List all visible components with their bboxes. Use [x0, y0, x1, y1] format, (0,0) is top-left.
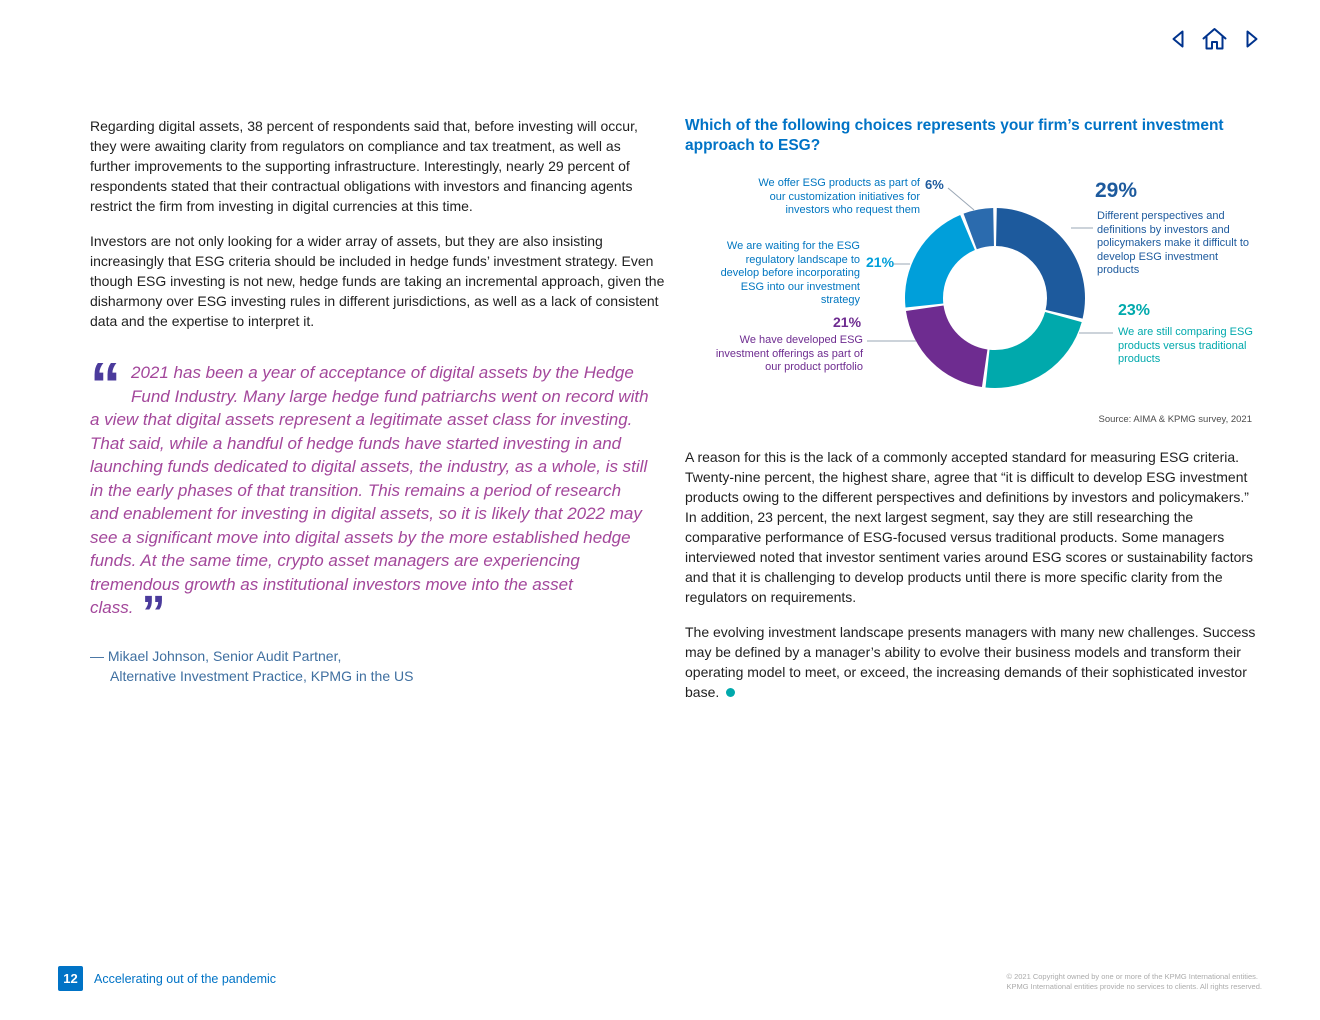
attribution-name: — Mikael Johnson, Senior Audit Partner, — [90, 647, 342, 664]
chart-value-21pct-waiting: 21% — [866, 254, 895, 270]
connector-lines — [867, 187, 1113, 342]
back-button[interactable] — [1165, 28, 1192, 54]
chart-value-23pct: 23% — [1118, 302, 1151, 319]
chart-label-still-comparing: We are still comparing ESG products vers… — [1118, 326, 1253, 365]
chart-label-offer-esg-products: We offer ESG products as part of our cus… — [758, 177, 920, 216]
closing-paragraph-text: The evolving investment landscape presen… — [685, 624, 1256, 700]
donut-slice — [963, 208, 994, 250]
page-number-badge: 12 — [58, 966, 83, 991]
home-button[interactable] — [1201, 26, 1228, 57]
body-paragraph-evolving-landscape: The evolving investment landscape presen… — [685, 622, 1263, 702]
right-body-text: A reason for this is the lack of a commo… — [685, 447, 1263, 702]
pull-quote: 2021 has been a year of acceptance of di… — [90, 361, 650, 640]
back-arrow-icon — [1167, 27, 1191, 56]
copyright-line1: © 2021 Copyright owned by one or more of… — [1006, 972, 1258, 981]
end-marker-dot-icon — [726, 688, 736, 697]
home-icon — [1201, 26, 1228, 57]
body-paragraph-esg-intro: Investors are not only looking for a wid… — [90, 233, 665, 329]
chart-label-waiting-regulatory: We are waiting for the ESG regulatory la… — [720, 240, 860, 306]
chart-value-29pct: 29% — [1095, 179, 1138, 202]
forward-arrow-icon — [1239, 27, 1263, 56]
left-column: Regarding digital assets, 38 percent of … — [90, 116, 665, 686]
donut-slice — [996, 208, 1085, 319]
chart-title: Which of the following choices represent… — [685, 117, 1224, 154]
right-column: Which of the following choices represent… — [685, 116, 1263, 717]
quote-attribution: — Mikael Johnson, Senior Audit Partner, … — [90, 646, 665, 686]
chart-source: Source: AIMA & KPMG survey, 2021 — [1098, 414, 1252, 425]
chart-label-different-perspectives: Different perspectives and definitions b… — [1097, 210, 1250, 276]
forward-button[interactable] — [1237, 28, 1264, 54]
chart-label-developed-offerings: We have developed ESG investment offerin… — [715, 334, 863, 373]
chart-value-21pct-developed: 21% — [833, 314, 862, 330]
page-navigation — [1165, 26, 1264, 57]
donut-slice — [905, 305, 988, 388]
open-quote-icon — [90, 367, 121, 405]
body-paragraph-digital-assets: Regarding digital assets, 38 percent of … — [90, 118, 638, 214]
donut-chart-svg — [867, 187, 1113, 389]
donut-slice — [904, 215, 975, 308]
quote-text: 2021 has been a year of acceptance of di… — [90, 363, 649, 617]
donut-slices — [904, 208, 1085, 389]
connector-line — [947, 187, 975, 211]
body-paragraph-esg-standard: A reason for this is the lack of a commo… — [685, 449, 1254, 605]
report-title-footer: Accelerating out of the pandemic — [94, 972, 277, 986]
copyright-notice: © 2021 Copyright owned by one or more of… — [1006, 972, 1262, 991]
esg-donut-chart: We offer ESG products as part of our cus… — [685, 168, 1263, 412]
chart-value-6pct: 6% — [925, 177, 944, 192]
close-quote-icon — [141, 587, 165, 640]
copyright-line2: KPMG International entities provide no s… — [1006, 981, 1262, 991]
attribution-role: Alternative Investment Practice, KPMG in… — [110, 667, 414, 684]
donut-slice — [985, 311, 1082, 389]
